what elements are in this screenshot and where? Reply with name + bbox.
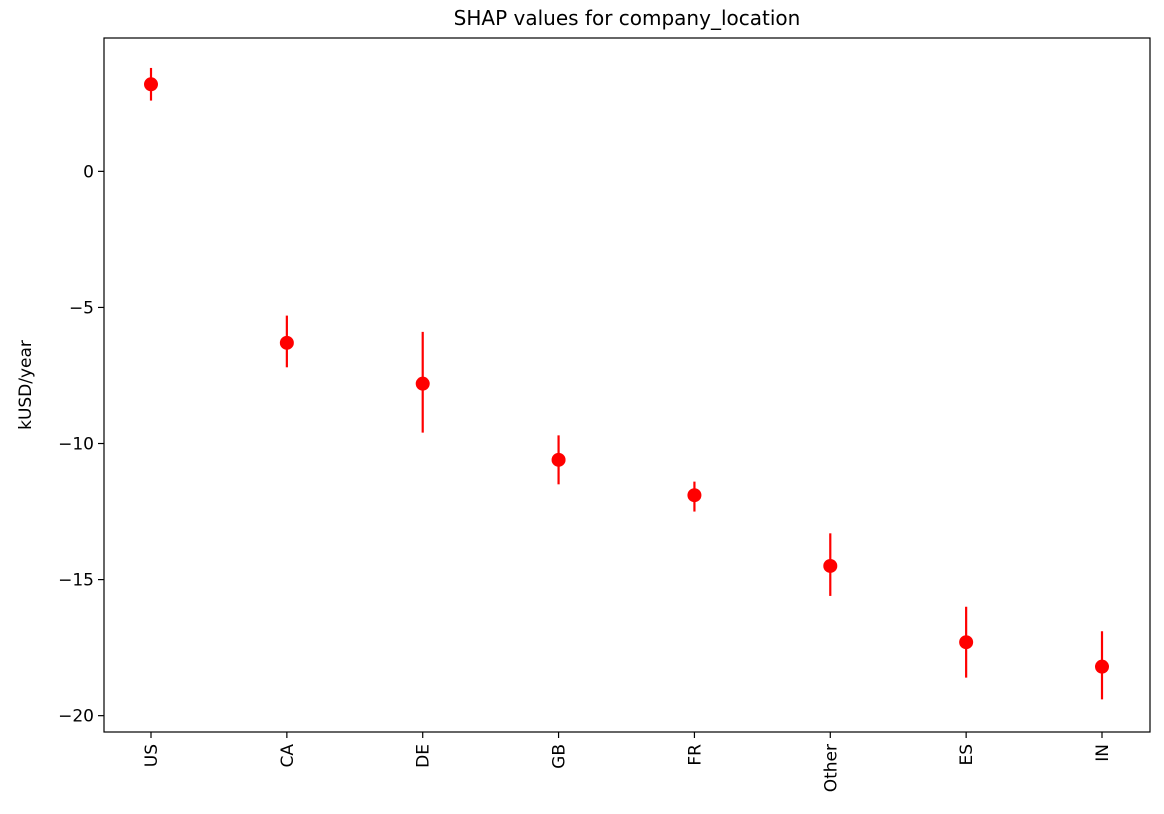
x-tick-label: US xyxy=(142,744,162,767)
y-axis-label: kUSD/year xyxy=(16,340,36,430)
x-tick-label: DE xyxy=(414,744,434,768)
x-tick-label: FR xyxy=(685,744,705,766)
data-point xyxy=(823,558,838,573)
data-point xyxy=(551,452,566,467)
data-point xyxy=(1095,659,1109,674)
x-tick-label: Other xyxy=(821,744,841,792)
y-axis: 0 −5 −10 −15 −20 xyxy=(58,162,104,727)
y-tick-label: −10 xyxy=(58,435,94,455)
data-point xyxy=(687,488,702,503)
data-point xyxy=(959,635,974,650)
plot-marks xyxy=(144,67,1109,700)
data-point xyxy=(144,77,158,92)
chart-title: SHAP values for company_location xyxy=(454,6,801,30)
y-tick-label: 0 xyxy=(83,162,94,182)
data-point xyxy=(415,376,430,391)
y-tick-label: −20 xyxy=(58,707,94,727)
y-tick-label: −15 xyxy=(58,571,94,591)
x-tick-label: GB xyxy=(550,744,570,769)
data-point xyxy=(279,335,294,350)
x-tick-label: CA xyxy=(278,744,298,768)
x-tick-label: ES xyxy=(957,744,977,766)
y-tick-label: −5 xyxy=(69,298,94,318)
plot-frame xyxy=(103,37,1151,733)
x-axis: US CA DE GB FR Other ES IN xyxy=(142,732,1113,792)
x-tick-label: IN xyxy=(1093,744,1113,762)
